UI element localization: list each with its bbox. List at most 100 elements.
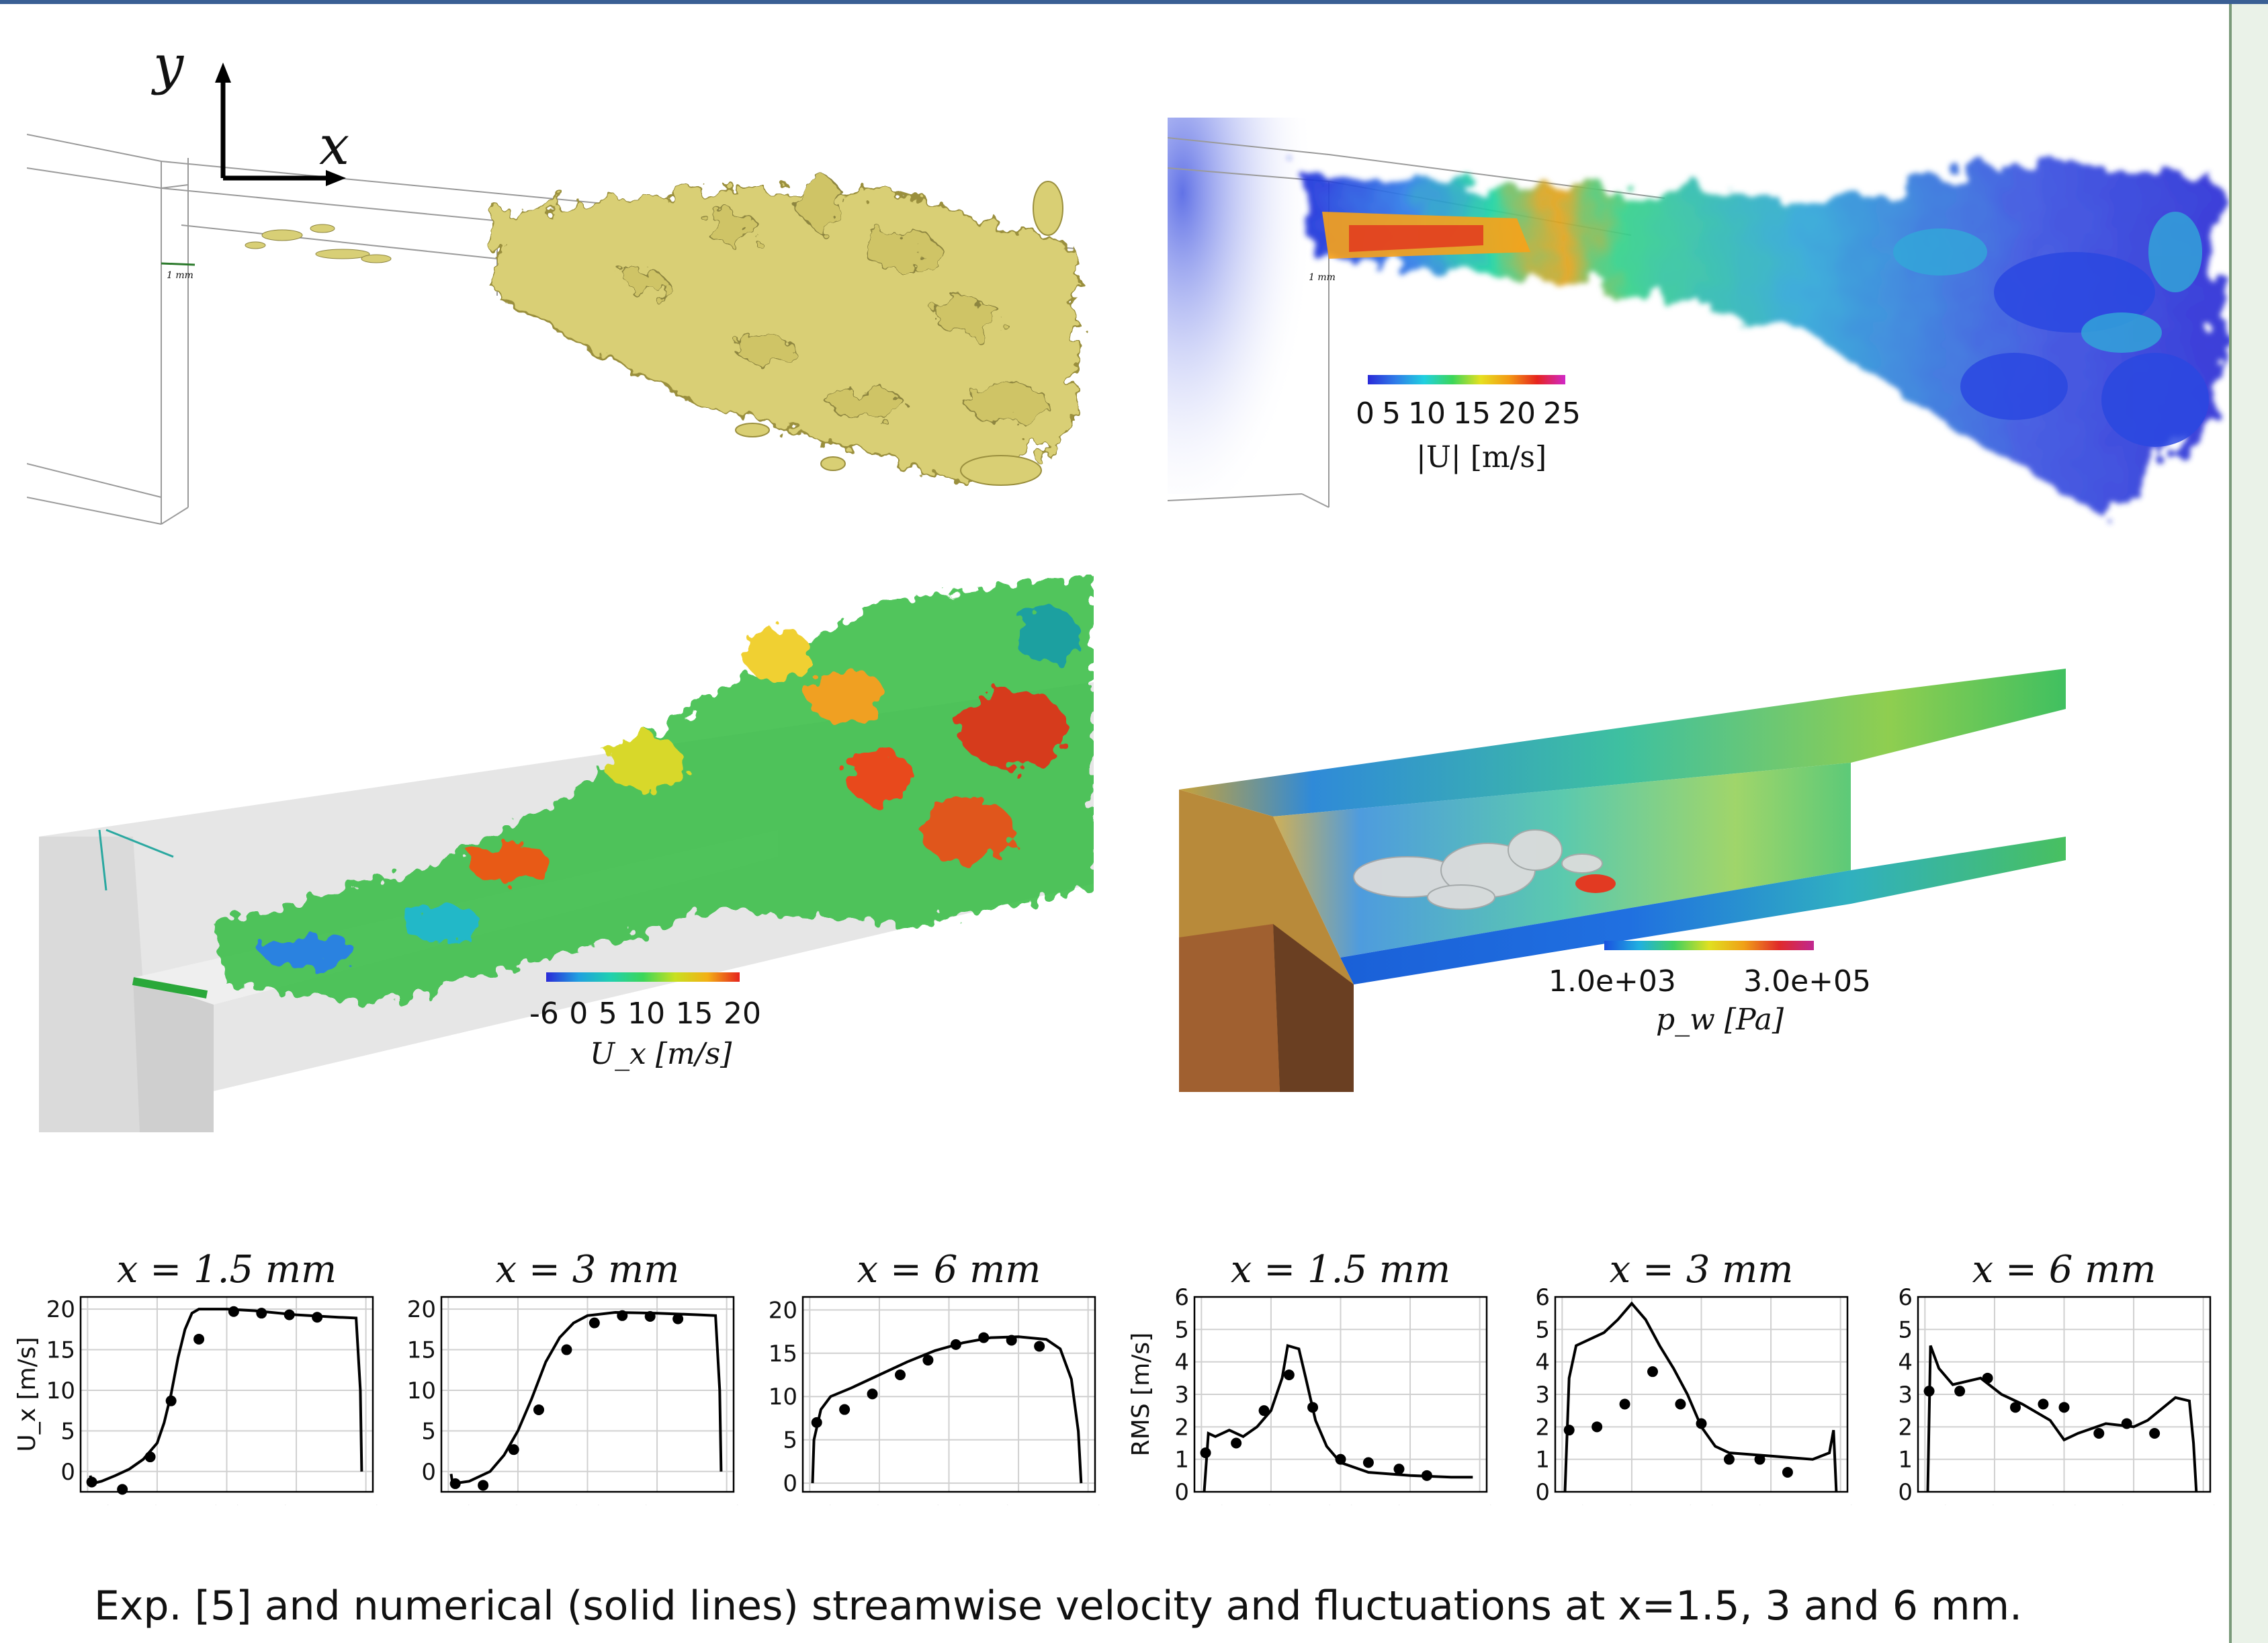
colorbar-tick: 1.0e+03 [1549, 964, 1676, 999]
y-axis-label: RMS [m/s] [1127, 1333, 1155, 1456]
y-tick-label: 5 [421, 1418, 436, 1445]
y-tick-label: 20 [769, 1297, 797, 1324]
experimental-point [1034, 1341, 1045, 1352]
plot-frame [1917, 1296, 2212, 1493]
streamwise-velocity-image [39, 575, 1094, 1132]
experimental-point [561, 1344, 572, 1355]
experimental-point [811, 1417, 822, 1428]
experimental-point [117, 1484, 128, 1495]
colorbar-tick: 15 [675, 997, 713, 1031]
y-tick-label: 3 [1898, 1382, 1913, 1408]
wall-pressure-image [1179, 669, 2066, 1092]
streamwise-velocity-panel: -6 0 5 10 15 20 U_x [m/s] [39, 575, 1094, 1132]
y-tick-label: 20 [46, 1296, 75, 1323]
x-tick-label: 1.0 [2185, 1501, 2222, 1505]
colorbar-tick: 5 [598, 997, 617, 1031]
chart-title: x = 3 mm [1610, 1248, 1794, 1292]
y-tick-label: 3 [1174, 1382, 1189, 1408]
chart-title: x = 6 mm [1972, 1248, 2156, 1292]
plot-frame [1554, 1296, 1849, 1493]
experimental-point [1421, 1470, 1432, 1481]
experimental-point [284, 1309, 295, 1320]
chart-title: x = 3 mm [496, 1248, 680, 1292]
x-tick-label: 0.0 [1683, 1501, 1719, 1505]
y-tick-label: 1 [1898, 1447, 1913, 1474]
y-tick-label: 6 [1174, 1284, 1189, 1311]
numerical-line [89, 1308, 363, 1486]
profile-chart-1: −1.0−0.50.00.51.005101520x = 1.5 mmy [mm… [13, 1248, 384, 1505]
scale-label: 1 mm [1309, 272, 1336, 283]
experimental-point [644, 1311, 656, 1322]
y-tick-label: 4 [1535, 1349, 1550, 1376]
x-tick-label: 1.0 [1823, 1501, 1859, 1505]
experimental-point [2093, 1428, 2105, 1439]
experimental-point [1258, 1405, 1270, 1417]
x-tick-label: −1.0 [421, 1501, 476, 1505]
x-tick-label: 0.0 [930, 1501, 967, 1505]
experimental-point [895, 1370, 906, 1380]
x-tick-label: 0.0 [2046, 1501, 2082, 1505]
experimental-point [228, 1306, 239, 1317]
x-tick-label: 0.5 [1000, 1501, 1037, 1505]
experimental-point [1283, 1370, 1295, 1380]
x-tick-label: 1.0 [709, 1501, 745, 1505]
y-tick-label: 2 [1898, 1414, 1913, 1441]
y-tick-label: 20 [407, 1296, 436, 1323]
scale-label: 1 mm [167, 270, 193, 281]
colorbar-tick: 20 [723, 997, 761, 1031]
experimental-point [1923, 1386, 1935, 1397]
plot-frame [79, 1296, 374, 1493]
numerical-line [449, 1310, 723, 1486]
y-tick-label: 5 [1898, 1316, 1913, 1343]
y-tick-label: 0 [1535, 1479, 1550, 1505]
x-tick-label: 1.0 [1070, 1501, 1106, 1505]
y-tick-label: 4 [1174, 1349, 1189, 1376]
numerical-line [1203, 1343, 1473, 1492]
y-tick-label: 4 [1898, 1349, 1913, 1376]
experimental-point [312, 1312, 323, 1323]
experimental-point [2121, 1418, 2132, 1429]
experimental-point [1647, 1366, 1658, 1378]
experimental-point [1362, 1457, 1374, 1468]
y-tick-label: 3 [1535, 1382, 1550, 1408]
x-tick-label: 0.0 [208, 1501, 245, 1505]
profile-chart-5: −1.0−0.50.00.51.00123456x = 3 mmy [mm] [1534, 1248, 1859, 1505]
experimental-point [1393, 1464, 1405, 1475]
x-tick-label: −0.5 [852, 1501, 908, 1505]
isosurface-image [26, 134, 1076, 525]
y-tick-label: 0 [421, 1459, 436, 1486]
experimental-point [672, 1313, 684, 1324]
experimental-point [165, 1395, 177, 1406]
y-tick-label: 0 [1174, 1479, 1189, 1505]
experimental-point [588, 1317, 600, 1329]
axis-arrows-icon [215, 62, 346, 186]
experimental-point [1723, 1454, 1735, 1465]
colorbar-tick: 15 [1453, 396, 1491, 431]
velocity-magnitude-colorbar-label: |U| [m/s] [1416, 440, 1547, 474]
y-tick-label: 0 [60, 1459, 75, 1486]
experimental-point [1954, 1386, 1966, 1397]
y-tick-label: 2 [1174, 1414, 1189, 1441]
experimental-point [1782, 1467, 1793, 1478]
x-tick-label: −1.0 [1174, 1501, 1229, 1505]
experimental-point [1675, 1398, 1686, 1410]
numerical-line [1563, 1301, 1838, 1492]
streamwise-velocity-colorbar [546, 972, 740, 982]
y-tick-label: 10 [46, 1378, 75, 1404]
experimental-point [2010, 1402, 2021, 1413]
streamwise-velocity-colorbar-label: U_x [m/s] [590, 1037, 732, 1071]
x-tick-label: −0.5 [1244, 1501, 1299, 1505]
profile-chart-3: −1.0−0.50.00.51.005101520x = 6 mmy [mm] [769, 1248, 1106, 1505]
experimental-point [1696, 1418, 1707, 1429]
chart-title: x = 6 mm [857, 1248, 1041, 1292]
experimental-point [193, 1333, 205, 1345]
colorbar-tick: 10 [1408, 396, 1446, 431]
x-tick-label: 0.5 [639, 1501, 675, 1505]
experimental-point [1006, 1335, 1017, 1346]
figure-caption: Exp. [5] and numerical (solid lines) str… [94, 1583, 2023, 1630]
y-tick-label: 6 [1535, 1284, 1550, 1311]
x-tick-label: −1.0 [60, 1501, 116, 1505]
chart-title: x = 1.5 mm [117, 1248, 337, 1292]
experimental-point [950, 1339, 961, 1350]
y-tick-label: 15 [407, 1337, 436, 1364]
